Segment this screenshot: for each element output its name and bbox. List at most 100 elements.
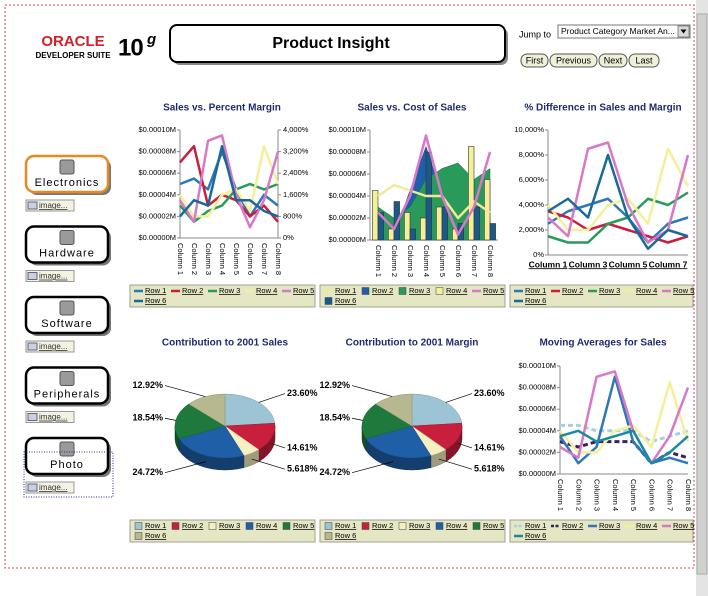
legend-label[interactable]: Row 1 [525, 286, 546, 295]
x-tick-label[interactable]: Column 5 [609, 259, 648, 269]
x-tick-label: Column 1 [556, 479, 565, 511]
pie-leader [251, 458, 286, 470]
legend-label[interactable]: Row 2 [372, 521, 393, 530]
legend-label[interactable]: Row 4 [446, 286, 467, 295]
nav-button[interactable] [549, 53, 598, 68]
y-tick-label: $0.00010M [328, 125, 366, 134]
nav-button-label[interactable]: First [526, 55, 544, 65]
pie-label: 12.92% [319, 380, 350, 390]
nav-button[interactable] [628, 53, 660, 68]
legend-label[interactable]: Row 4 [446, 521, 467, 530]
bar [441, 206, 448, 241]
x-tick-label[interactable]: Column 1 [529, 259, 568, 269]
pie-label: 12.92% [132, 380, 163, 390]
legend-label[interactable]: Row 6 [335, 296, 356, 305]
legend-label[interactable]: Row 6 [145, 531, 166, 540]
jump-select-value[interactable]: Product Category Market An... [561, 26, 675, 36]
logo-brand: ORACLE [41, 33, 104, 50]
x-tick-label: Column 7 [260, 243, 269, 275]
chart-title: Contribution to 2001 Sales [162, 338, 289, 349]
legend-label[interactable]: Row 1 [335, 521, 356, 530]
image-link-box[interactable] [25, 411, 75, 423]
nav-button-label[interactable]: Last [635, 55, 653, 65]
category-button-label[interactable]: Software [41, 318, 92, 330]
line [178, 134, 280, 229]
x-tick-label: Column 5 [438, 245, 447, 277]
legend-swatch [435, 522, 444, 530]
legend-label[interactable]: Row 3 [599, 521, 620, 530]
line [558, 375, 689, 465]
pie-leader [351, 385, 393, 397]
bar [473, 206, 480, 241]
legend-label[interactable]: Row 2 [372, 286, 393, 295]
nav-button-label[interactable]: Previous [556, 55, 592, 65]
legend-label[interactable]: Row 6 [335, 531, 356, 540]
category-button-label[interactable]: Electronics [35, 177, 100, 189]
x-tick-label: Column 1 [176, 243, 185, 275]
y-tick-label: 8,000% [519, 150, 545, 159]
y-tick-label: 0% [533, 250, 544, 259]
legend-label[interactable]: Row 1 [525, 521, 546, 530]
x-tick-label[interactable]: Column 7 [649, 259, 688, 269]
legend-label[interactable]: Row 6 [525, 296, 546, 305]
bar [372, 190, 379, 241]
pie-label: 23.60% [287, 388, 318, 398]
legend-label[interactable]: Row 3 [219, 521, 240, 530]
line [560, 423, 689, 444]
pie-label: 5.618% [287, 464, 318, 474]
image-link[interactable]: image... [39, 413, 67, 422]
legend-label[interactable]: Row 2 [182, 521, 203, 530]
page-frame [4, 4, 695, 569]
category-button-label[interactable]: Hardware [39, 247, 95, 259]
legend-label[interactable]: Row 2 [562, 286, 583, 295]
legend-label[interactable]: Row 2 [562, 521, 583, 530]
nav-button[interactable] [520, 53, 549, 68]
legend-label[interactable]: Row 5 [673, 521, 694, 530]
category-button-label[interactable]: Photo [50, 459, 84, 471]
pie-label: 14.61% [287, 442, 318, 452]
legend-label[interactable]: Row 3 [219, 286, 240, 295]
nav-button-label[interactable]: Next [604, 55, 623, 65]
scrollbar-thumb[interactable] [696, 13, 708, 575]
image-link-icon [27, 272, 38, 280]
legend-label[interactable]: Row 3 [409, 286, 430, 295]
legend-label[interactable]: Row 5 [293, 286, 314, 295]
image-link[interactable]: image... [39, 483, 67, 492]
legend-label[interactable]: Row 5 [483, 521, 504, 530]
category-button-label[interactable]: Peripherals [34, 388, 101, 400]
x-tick-label[interactable]: Column 3 [569, 259, 608, 269]
legend-label[interactable]: Row 4 [256, 521, 277, 530]
image-link[interactable]: image... [39, 342, 67, 351]
pie-slice [188, 393, 226, 427]
legend-label[interactable]: Row 1 [145, 286, 166, 295]
image-link-box[interactable] [25, 481, 75, 494]
legend-label[interactable]: Row 5 [483, 286, 504, 295]
legend-label[interactable]: Row 2 [182, 286, 203, 295]
legend-label[interactable]: Row 5 [673, 286, 694, 295]
legend-label[interactable]: Row 4 [256, 286, 277, 295]
legend-label[interactable]: Row 4 [636, 286, 657, 295]
line [179, 182, 279, 224]
image-link-box[interactable] [25, 270, 75, 282]
image-link-box[interactable] [25, 340, 75, 353]
legend-swatch [324, 522, 333, 530]
legend-label[interactable]: Row 3 [409, 521, 430, 530]
image-link-box[interactable] [25, 199, 75, 212]
legend-label[interactable]: Row 1 [145, 521, 166, 530]
image-link[interactable]: image... [39, 201, 67, 210]
legend-label[interactable]: Row 1 [335, 286, 356, 295]
pie-leader [258, 393, 286, 403]
nav-button[interactable] [598, 53, 628, 68]
y-tick-label: $0.00000M [138, 233, 176, 242]
jump-select[interactable] [557, 24, 691, 39]
legend-label[interactable]: Row 6 [145, 296, 166, 305]
legend-label[interactable]: Row 3 [599, 286, 620, 295]
pie-leader [458, 443, 473, 449]
legend-label[interactable]: Row 4 [636, 521, 657, 530]
bar [420, 217, 427, 241]
image-link[interactable]: image... [39, 272, 67, 281]
legend-label[interactable]: Row 6 [525, 531, 546, 540]
legend-swatch [134, 532, 143, 540]
legend-label[interactable]: Row 5 [293, 521, 314, 530]
